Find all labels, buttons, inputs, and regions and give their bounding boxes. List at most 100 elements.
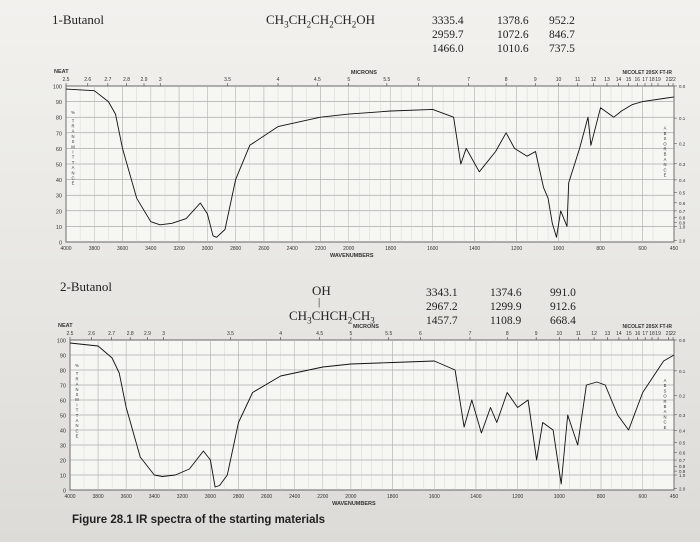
left-axis-char: T (72, 118, 75, 123)
y-tick-label: 40 (60, 429, 66, 435)
micron-tick-label: 5.5 (385, 331, 392, 337)
abs-tick-label: 0.7 (679, 209, 686, 214)
left-axis-char: M (75, 397, 79, 402)
y-tick-label: 90 (60, 354, 66, 360)
peak-col-2-2: 991.0 912.6 668.4 (550, 286, 576, 328)
x-tick-label: 3000 (205, 494, 216, 500)
left-axis-char: C (71, 175, 74, 180)
abs-tick-label: 0.1 (679, 116, 686, 121)
left-axis-char: I (72, 149, 73, 154)
x-tick-label: 1000 (553, 246, 564, 252)
abs-tick-label: 0.8 (679, 464, 686, 469)
peak-value: 1466.0 (432, 43, 464, 55)
sample-label: NEAT (54, 69, 69, 75)
x-axis-title: WAVENUMBERS (332, 501, 376, 507)
peak-value: 952.2 (549, 15, 575, 27)
y-tick-label: 100 (57, 339, 66, 345)
y-tick-label: 80 (60, 369, 66, 375)
formula-1: CH3CH2CH2CH2OH (266, 12, 375, 30)
formula-2: CH3CHCH2CH3 (289, 308, 375, 326)
micron-tick-label: 10 (557, 331, 563, 337)
x-tick-label: 450 (670, 494, 679, 500)
peak-value: 3335.4 (432, 15, 464, 27)
micron-tick-label: 14 (616, 331, 622, 337)
abs-tick-label: 1.0 (679, 224, 686, 229)
micron-tick-label: 15 (626, 331, 632, 337)
right-axis-char: A (664, 157, 667, 162)
x-tick-label: 1600 (429, 494, 440, 500)
y-tick-label: 80 (56, 116, 62, 122)
x-tick-label: 600 (638, 246, 647, 252)
figure-caption: Figure 28.1 IR spectra of the starting m… (72, 514, 326, 526)
micron-tick-label: 13 (604, 77, 610, 83)
y-tick-label: 20 (60, 459, 66, 465)
x-tick-label: 2600 (258, 246, 269, 252)
micron-tick-label: 15 (626, 77, 632, 83)
abs-tick-label: 0.5 (679, 191, 686, 196)
abs-tick-label: 0.6 (679, 450, 686, 455)
peak-value: 1072.6 (497, 29, 529, 41)
micron-tick-label: 2.8 (127, 331, 134, 337)
right-axis-char: C (663, 167, 666, 172)
left-axis-char: T (76, 408, 79, 413)
instrument-label: NICOLET 20SX FT-IR (623, 324, 673, 330)
micron-tick-label: 16 (635, 331, 641, 337)
x-tick-label: 3600 (121, 494, 132, 500)
right-axis-char: C (663, 420, 666, 425)
left-axis-char: N (75, 387, 78, 392)
y-tick-label: 30 (60, 444, 66, 450)
micron-tick-label: 7 (469, 331, 472, 337)
y-tick-label: 20 (56, 209, 62, 215)
x-tick-label: 3600 (117, 246, 128, 252)
x-tick-label: 1200 (511, 246, 522, 252)
micron-tick-label: 2.5 (63, 77, 70, 83)
y-tick-label: 50 (56, 163, 62, 169)
abs-tick-label: 0.0 (679, 84, 686, 89)
left-axis-char: S (72, 139, 75, 144)
abs-tick-label: 0.3 (679, 413, 686, 418)
left-axis-char: S (76, 392, 79, 397)
y-tick-label: 0 (63, 489, 66, 495)
x-tick-label: 1200 (512, 494, 523, 500)
right-axis-char: E (664, 425, 667, 430)
y-tick-label: 70 (56, 131, 62, 137)
micron-tick-label: 5 (347, 77, 350, 83)
micron-tick-label: 4.5 (316, 331, 323, 337)
left-axis-char: M (71, 144, 75, 149)
right-axis-char: B (664, 383, 667, 388)
abs-tick-label: 0.8 (679, 215, 686, 220)
micron-tick-label: 4 (279, 331, 282, 337)
right-axis-char: S (664, 388, 667, 393)
instrument-label: NICOLET 20SX FT-IR (623, 70, 673, 76)
micron-tick-label: 8 (505, 77, 508, 83)
right-axis-char: S (664, 136, 667, 141)
micron-tick-label: 9 (534, 77, 537, 83)
x-tick-label: 2600 (261, 494, 272, 500)
right-axis-char: N (663, 162, 666, 167)
left-axis-char: N (75, 423, 78, 428)
peak-value: 912.6 (550, 301, 576, 313)
micron-tick-label: 19 (655, 77, 661, 83)
abs-tick-label: 0.5 (679, 441, 686, 446)
peak-col-1-0: 3335.4 2959.7 1466.0 (432, 14, 464, 56)
x-tick-label: 2800 (230, 246, 241, 252)
abs-tick-label: 0.2 (679, 393, 686, 398)
left-axis-char: N (71, 170, 74, 175)
micron-tick-label: 14 (616, 77, 622, 83)
micron-tick-label: 2.9 (141, 77, 148, 83)
y-tick-label: 60 (60, 399, 66, 405)
peak-value: 1374.6 (490, 287, 522, 299)
y-tick-label: 50 (60, 414, 66, 420)
left-axis-char: I (76, 402, 77, 407)
peak-col-1-1: 1378.6 1072.6 1010.6 (497, 14, 529, 56)
peak-col-2-0: 3343.1 2967.2 1457.7 (426, 286, 458, 328)
left-axis-char: A (72, 129, 75, 134)
micron-tick-label: 22 (670, 331, 676, 337)
x-tick-label: 2200 (315, 246, 326, 252)
left-axis-char: A (76, 382, 79, 387)
micron-tick-label: 13 (605, 331, 611, 337)
peak-col-1-2: 952.2 846.7 737.5 (549, 14, 575, 56)
top-axis-title: MICRONS (353, 324, 379, 330)
peak-value: 2967.2 (426, 301, 458, 313)
left-axis-char: T (72, 160, 75, 165)
